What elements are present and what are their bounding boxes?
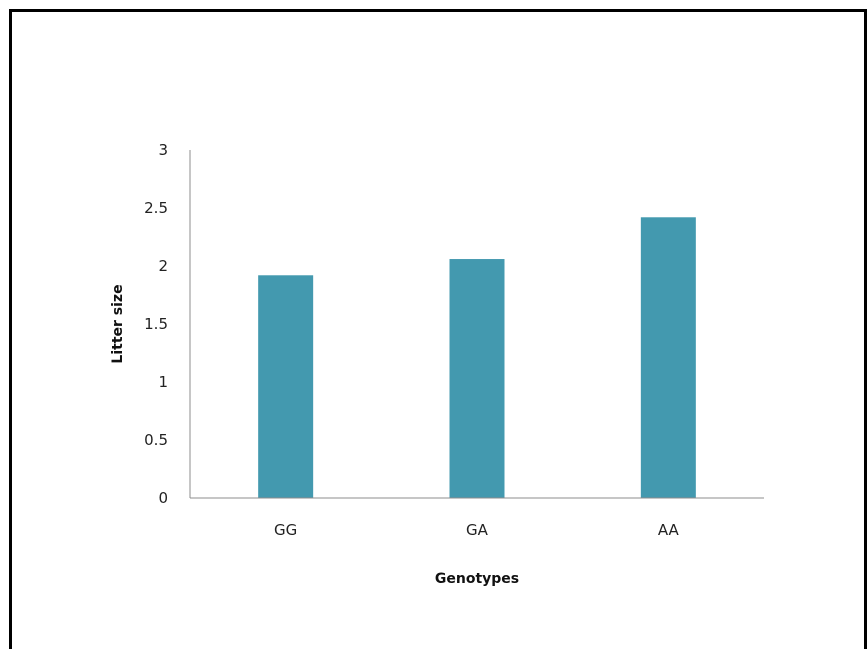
- y-tick-label: 3: [158, 141, 168, 159]
- bar-ga: [449, 259, 505, 498]
- y-tick-label: 0: [158, 489, 168, 507]
- x-tick-label: AA: [658, 521, 680, 539]
- x-tick-label: GA: [466, 521, 489, 539]
- y-axis-title: Litter size: [110, 284, 126, 363]
- x-tick-label: GG: [274, 521, 297, 539]
- x-axis-title: Genotypes: [435, 571, 519, 587]
- bar-chart: 0 0.5 1 1.5 2 2.5 3 GG GA AA Genotypes Litter si…: [110, 141, 764, 587]
- y-tick-label: 2.5: [144, 199, 168, 217]
- y-tick-label: 2: [158, 257, 168, 275]
- y-tick-label: 1: [158, 373, 168, 391]
- bars: [258, 217, 696, 498]
- chart-frame: [9, 9, 867, 649]
- x-axis-ticks: GG GA AA: [274, 521, 679, 539]
- y-axis-ticks: 0 0.5 1 1.5 2 2.5 3: [144, 141, 168, 507]
- y-tick-label: 0.5: [144, 431, 168, 449]
- bar-gg: [258, 275, 314, 498]
- y-tick-label: 1.5: [144, 315, 168, 333]
- bar-aa: [640, 217, 696, 498]
